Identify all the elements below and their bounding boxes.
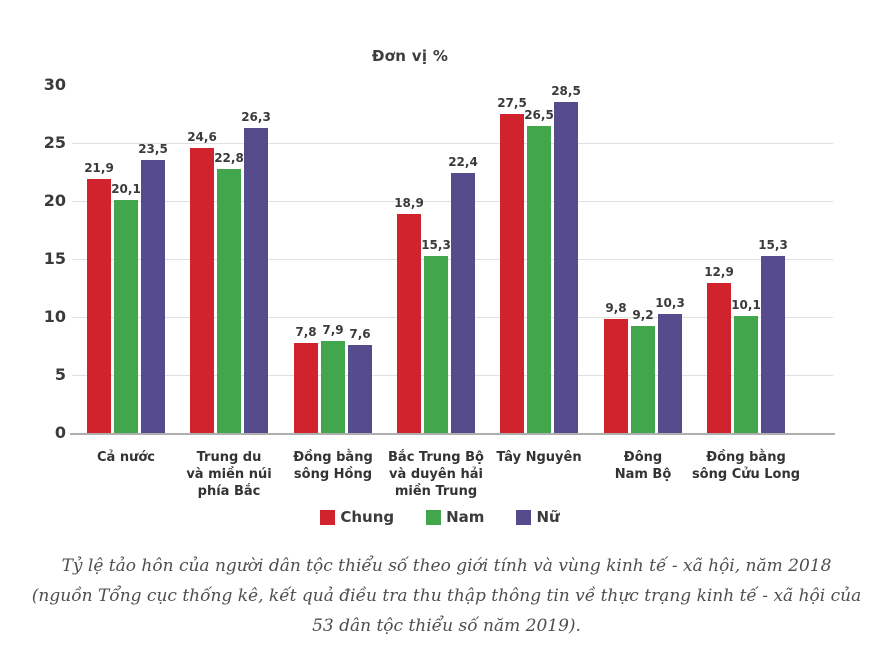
x-axis-category-line: Nam Bộ — [614, 467, 672, 482]
chart-title: Đơn vị % — [371, 47, 449, 65]
x-axis-category-line: và miền núi — [186, 467, 272, 482]
x-axis-category-label-6: Đồng bằng sông Cửu Long — [681, 449, 811, 483]
bar-value-label: 26,3 — [241, 110, 271, 124]
bar-chung-6 — [707, 283, 731, 433]
x-axis-category-line: Trung du — [196, 450, 262, 465]
x-axis-category-line: sông Cửu Long — [691, 467, 801, 482]
y-axis-label-25: 25 — [43, 133, 66, 152]
bar-value-label: 9,2 — [632, 308, 654, 322]
bar-nữ-2 — [348, 345, 372, 433]
bar-value-label: 20,1 — [111, 182, 141, 196]
bar-value-label: 26,5 — [524, 108, 554, 122]
x-axis-line — [70, 433, 835, 435]
legend-swatch-icon — [320, 509, 336, 525]
y-axis-label-0: 0 — [54, 423, 66, 442]
y-axis-label-5: 5 — [54, 365, 66, 384]
caption-line-1: Tỷ lệ tảo hôn của người dân tộc thiểu số… — [61, 556, 832, 576]
bar-nam-1 — [217, 169, 241, 433]
bar-value-label: 27,5 — [497, 96, 527, 110]
bar-value-label: 12,9 — [704, 265, 734, 279]
bar-value-label: 10,3 — [655, 296, 685, 310]
gridline-25 — [72, 143, 833, 144]
legend-swatch-icon — [426, 509, 442, 525]
bar-chung-3 — [397, 214, 421, 433]
bar-value-label: 7,9 — [322, 323, 344, 337]
bar-chung-4 — [500, 114, 524, 433]
bar-value-label: 28,5 — [551, 84, 581, 98]
bar-value-label: 15,3 — [758, 238, 788, 252]
bar-nữ-6 — [761, 256, 785, 433]
bar-value-label: 15,3 — [421, 238, 451, 252]
y-axis-label-20: 20 — [43, 191, 66, 210]
x-axis-category-label-4: Tây Nguyên — [474, 449, 604, 466]
x-axis-category-label-2: Đồng bằng sông Hồng — [268, 449, 398, 483]
bar-value-label: 22,4 — [448, 155, 478, 169]
legend-item-chung: Chung — [320, 508, 394, 526]
x-axis-category-line: Đồng bằng — [706, 450, 786, 465]
bar-nam-0 — [114, 200, 138, 433]
x-axis-category-line: Bắc Trung Bộ — [388, 450, 484, 465]
caption-line-2: (nguồn Tổng cục thống kê, kết quả điều t… — [31, 586, 862, 606]
bar-nữ-1 — [244, 128, 268, 433]
bar-value-label: 21,9 — [84, 161, 114, 175]
x-axis-category-line: Đồng bằng — [293, 450, 373, 465]
bar-value-label: 9,8 — [605, 301, 627, 315]
caption: Tỷ lệ tảo hôn của người dân tộc thiểu số… — [0, 551, 893, 641]
x-axis-category-line: sông Hồng — [293, 467, 373, 482]
legend: Chung Nam Nữ — [0, 508, 880, 526]
bar-chung-1 — [190, 148, 214, 433]
bar-value-label: 23,5 — [138, 142, 168, 156]
bar-chung-2 — [294, 343, 318, 433]
y-axis-label-30: 30 — [43, 75, 66, 94]
x-axis-category-line: và duyên hải — [389, 467, 483, 482]
bar-value-label: 7,6 — [349, 327, 371, 341]
x-axis-category-label-0: Cả nước — [61, 449, 191, 466]
caption-line-3: 53 dân tộc thiểu số năm 2019). — [312, 616, 581, 636]
x-axis-category-label-3: Bắc Trung Bộ và duyên hải miền Trung — [371, 449, 501, 500]
bar-nam-5 — [631, 326, 655, 433]
bar-nữ-0 — [141, 160, 165, 433]
bar-value-label: 22,8 — [214, 151, 244, 165]
bar-nam-6 — [734, 316, 758, 433]
x-axis-category-line: miền Trung — [394, 484, 478, 499]
bar-nam-4 — [527, 126, 551, 433]
bar-value-label: 18,9 — [394, 196, 424, 210]
legend-label: Nữ — [536, 508, 560, 526]
x-axis-category-line: Cả nước — [97, 450, 155, 465]
x-axis-category-label-5: Đông Nam Bộ — [578, 449, 708, 483]
bar-nữ-3 — [451, 173, 475, 433]
x-axis-category-line: phía Bắc — [197, 484, 261, 499]
legend-label: Nam — [446, 508, 485, 526]
bar-value-label: 10,1 — [731, 298, 761, 312]
legend-item-nữ: Nữ — [516, 508, 560, 526]
bar-nam-2 — [321, 341, 345, 433]
bar-chung-0 — [87, 179, 111, 433]
legend-label: Chung — [340, 508, 395, 526]
bar-nữ-4 — [554, 102, 578, 433]
legend-item-nam: Nam — [426, 508, 484, 526]
x-axis-category-line: Đông — [623, 450, 663, 465]
x-axis-category-label-1: Trung du và miền núi phía Bắc — [164, 449, 294, 500]
x-axis-category-line: Tây Nguyên — [496, 450, 582, 465]
bar-nam-3 — [424, 256, 448, 433]
legend-swatch-icon — [516, 509, 532, 525]
bar-value-label: 24,6 — [187, 130, 217, 144]
bar-nữ-5 — [658, 314, 682, 433]
bar-value-label: 7,8 — [295, 325, 317, 339]
bar-chung-5 — [604, 319, 628, 433]
y-axis-label-10: 10 — [43, 307, 66, 326]
y-axis-label-15: 15 — [43, 249, 66, 268]
